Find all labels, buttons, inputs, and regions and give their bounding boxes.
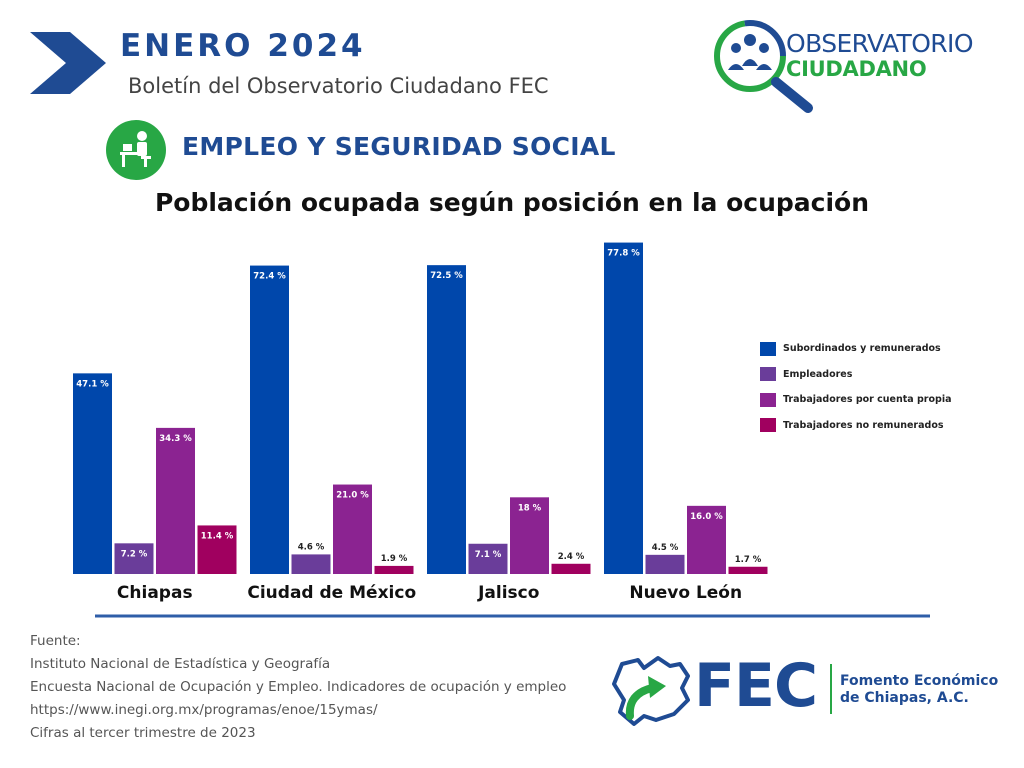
source-line: Fuente: — [30, 633, 81, 649]
observatory-subtitle: CIUDADANO — [786, 57, 927, 81]
category-label: Jalisco — [477, 583, 539, 603]
fec-name-line: Fomento Económico — [840, 673, 999, 689]
source-line: https://www.inegi.org.mx/programas/enoe/… — [30, 702, 378, 718]
data-label: 77.8 % — [607, 249, 640, 259]
bar — [291, 554, 331, 574]
bar — [374, 565, 414, 574]
observatory-title: OBSERVATORIO — [786, 29, 974, 58]
data-label: 72.4 % — [253, 272, 286, 282]
data-label: 11.4 % — [201, 531, 234, 541]
legend-swatch — [760, 418, 776, 433]
legend-label: Empleadores — [783, 368, 853, 380]
fec-organization-name: Fomento Económico de Chiapas, A.C. — [840, 673, 998, 707]
data-label: 21.0 % — [336, 491, 369, 501]
data-label: 18 % — [518, 503, 542, 513]
bulletin-subtitle: Boletín del Observatorio Ciudadano FEC — [128, 74, 549, 98]
bar — [645, 554, 685, 574]
magnifier-people-icon — [714, 20, 813, 113]
bar — [604, 242, 643, 574]
category-label: Ciudad de México — [247, 583, 416, 603]
fec-divider — [830, 664, 832, 714]
data-label: 16.0 % — [690, 512, 723, 522]
category-label: Nuevo León — [629, 583, 742, 603]
bar — [510, 497, 549, 574]
chart-title: Población ocupada según posición en la o… — [154, 188, 870, 217]
legend-label: Trabajadores no remunerados — [783, 419, 944, 431]
bar — [728, 566, 768, 574]
section-title: EMPLEO Y SEGURIDAD SOCIAL — [182, 132, 616, 161]
legend-swatch — [760, 341, 776, 356]
source-line: Encuesta Nacional de Ocupación y Empleo.… — [30, 679, 567, 695]
source-notes: Fuente: Instituto Nacional de Estadístic… — [30, 630, 566, 745]
chart-legend: Subordinados y remunerados Empleadores T… — [760, 336, 952, 438]
legend-label: Subordinados y remunerados — [783, 343, 941, 355]
fec-logo-text: FEC — [694, 651, 818, 721]
chevron-arrow-icon — [30, 32, 106, 94]
bar — [687, 505, 726, 574]
bar — [250, 265, 289, 574]
data-label: 34.3 % — [159, 434, 192, 444]
bar-chart: 47.1 % 7.2 % 34.3 % 11.4 % 72.4 % 4.6 % 21.0 %… — [73, 242, 930, 618]
bulletin-month: ENERO 2024 — [120, 28, 366, 64]
bar — [551, 563, 591, 574]
bar — [468, 543, 508, 574]
legend-item: Trabajadores por cuenta propia — [760, 387, 952, 413]
data-label: 72.5 % — [430, 271, 463, 281]
data-label: 47.1 % — [76, 379, 109, 389]
data-label: 7.2 % — [121, 549, 148, 559]
data-label: 4.5 % — [652, 543, 679, 553]
source-line: Cifras al tercer trimestre de 2023 — [30, 725, 256, 741]
data-label: 2.4 % — [558, 552, 585, 562]
data-label: 1.9 % — [381, 554, 408, 564]
fec-name-line: de Chiapas, A.C. — [840, 690, 969, 706]
worker-at-desk-icon — [106, 120, 166, 180]
legend-swatch — [760, 392, 776, 407]
legend-item: Trabajadores no remunerados — [760, 413, 952, 439]
category-label: Chiapas — [117, 583, 193, 603]
legend-label: Trabajadores por cuenta propia — [783, 394, 952, 406]
chiapas-map-arrow-icon — [612, 656, 690, 726]
source-line: Instituto Nacional de Estadística y Geog… — [30, 656, 331, 672]
data-label: 4.6 % — [298, 542, 325, 552]
data-label: 7.1 % — [475, 550, 502, 560]
bar — [73, 373, 112, 574]
bar — [427, 265, 466, 574]
data-label: 1.7 % — [735, 555, 762, 565]
bar — [197, 525, 237, 574]
legend-swatch — [760, 367, 776, 382]
bar — [156, 427, 195, 574]
legend-item: Subordinados y remunerados — [760, 336, 952, 362]
legend-item: Empleadores — [760, 362, 952, 388]
bar — [114, 543, 154, 574]
bar — [333, 484, 372, 574]
